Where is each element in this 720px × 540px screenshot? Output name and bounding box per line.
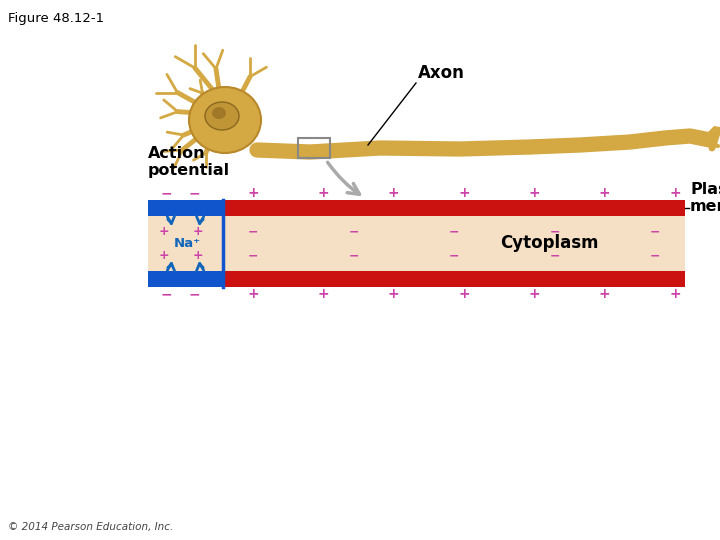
Text: +: +: [158, 249, 169, 262]
Text: −: −: [649, 225, 660, 238]
Text: +: +: [599, 186, 611, 200]
Bar: [148, 271, 223, 287]
Text: +: +: [193, 225, 203, 238]
Text: +: +: [318, 287, 329, 301]
Text: +: +: [669, 186, 681, 200]
Text: −: −: [449, 249, 459, 262]
Text: +: +: [528, 287, 540, 301]
Bar: [223, 200, 685, 216]
Text: Plasma
membrane: Plasma membrane: [690, 182, 720, 214]
Text: −: −: [348, 225, 359, 238]
Text: +: +: [193, 249, 203, 262]
Text: +: +: [458, 287, 470, 301]
Text: +: +: [528, 186, 540, 200]
Bar: [148, 216, 685, 271]
Text: −: −: [188, 287, 200, 301]
Text: Cytoplasm: Cytoplasm: [500, 234, 598, 253]
Text: +: +: [388, 186, 400, 200]
Text: −: −: [188, 186, 200, 200]
Text: +: +: [458, 186, 470, 200]
Text: Axon: Axon: [418, 64, 465, 82]
Text: −: −: [549, 225, 559, 238]
Text: −: −: [160, 186, 172, 200]
Bar: [298, 138, 330, 158]
Text: © 2014 Pearson Education, Inc.: © 2014 Pearson Education, Inc.: [8, 522, 174, 532]
Text: +: +: [158, 225, 169, 238]
Text: +: +: [599, 287, 611, 301]
Text: +: +: [388, 287, 400, 301]
Ellipse shape: [205, 102, 239, 130]
Text: +: +: [247, 186, 258, 200]
Text: −: −: [449, 225, 459, 238]
Text: +: +: [247, 287, 258, 301]
Text: Action
potential: Action potential: [148, 146, 230, 178]
Text: −: −: [248, 249, 258, 262]
Ellipse shape: [189, 87, 261, 153]
Bar: [223, 271, 685, 287]
Text: −: −: [549, 249, 559, 262]
Text: −: −: [160, 287, 172, 301]
Text: +: +: [669, 287, 681, 301]
Text: Na⁺: Na⁺: [174, 237, 201, 250]
Text: Figure 48.12-1: Figure 48.12-1: [8, 12, 104, 25]
Text: −: −: [649, 249, 660, 262]
Ellipse shape: [212, 107, 226, 119]
Text: +: +: [318, 186, 329, 200]
Text: −: −: [348, 249, 359, 262]
Text: −: −: [248, 225, 258, 238]
Bar: [148, 200, 223, 216]
